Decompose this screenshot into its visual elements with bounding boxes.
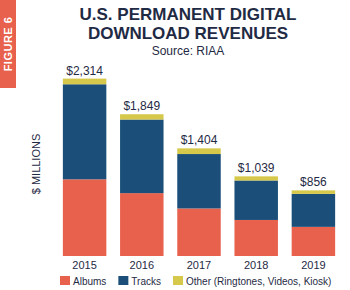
figure-strip <box>0 0 16 88</box>
bar-segment <box>292 190 335 194</box>
bar-segment <box>120 120 163 194</box>
legend: Albums Tracks Other (Ringtones, Videos, Ki… <box>60 276 331 287</box>
subtitle: Source: RIAA <box>152 44 225 58</box>
bar-segment <box>63 84 106 179</box>
total-label: $1,404 <box>181 133 218 147</box>
title-line: DOWNLOAD REVENUES <box>88 24 288 43</box>
total-label: $1,849 <box>123 99 160 113</box>
legend-swatch <box>118 276 128 285</box>
bar-segment <box>177 208 220 256</box>
bar-segment <box>120 114 163 119</box>
legend-label: Tracks <box>131 276 161 287</box>
title-line: U.S. PERMANENT DIGITAL <box>80 5 297 24</box>
x-tick-label: 2019 <box>301 259 325 271</box>
bar-segment <box>63 79 106 85</box>
bar-segment <box>120 193 163 256</box>
title: U.S. PERMANENT DIGITALDOWNLOAD REVENUES <box>80 5 297 43</box>
total-label: $856 <box>300 175 327 189</box>
bar-segment <box>292 194 335 227</box>
x-tick-label: 2015 <box>72 259 96 271</box>
legend-label: Albums <box>73 276 106 287</box>
x-tick-label: 2016 <box>130 259 154 271</box>
bar-segment <box>234 176 277 180</box>
figure-label: FIGURE 6 <box>2 17 14 72</box>
legend-label: Other (Ringtones, Videos, Kiosk) <box>186 276 331 287</box>
bar-segment <box>234 220 277 256</box>
chart: FIGURE 6 U.S. PERMANENT DIGITALDOWNLOAD R… <box>0 0 350 290</box>
y-axis-label: $ MILLIONS <box>30 134 42 195</box>
legend-swatch <box>173 276 183 285</box>
total-label: $2,314 <box>66 64 103 78</box>
bars <box>63 79 335 256</box>
x-tick-label: 2018 <box>244 259 268 271</box>
total-label: $1,039 <box>238 161 275 175</box>
bar-segment <box>63 179 106 256</box>
x-tick-label: 2017 <box>187 259 211 271</box>
legend-swatch <box>60 276 70 285</box>
bar-segment <box>177 148 220 154</box>
bar-segment <box>177 154 220 208</box>
bar-segment <box>234 180 277 219</box>
bar-segment <box>292 227 335 256</box>
